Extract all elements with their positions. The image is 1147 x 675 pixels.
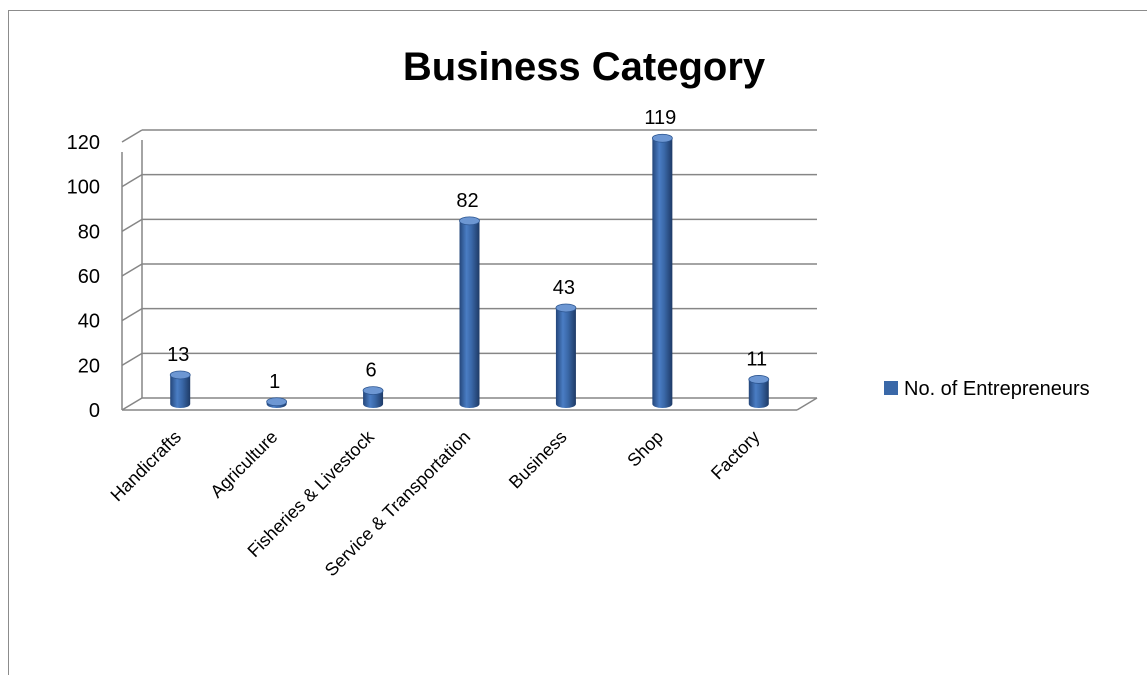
gridline-depth (121, 308, 143, 322)
legend-swatch (884, 381, 898, 395)
bar-top (555, 303, 577, 313)
bar-top (748, 375, 770, 384)
data-label: 82 (456, 190, 478, 212)
gridline-depth (121, 397, 143, 411)
data-label: 43 (553, 277, 575, 299)
legend-label: No. of Entrepreneurs (904, 378, 1090, 400)
data-label: 119 (644, 107, 676, 129)
gridline-depth (121, 129, 143, 143)
bar-body (459, 220, 480, 408)
y-tick-label: 120 (67, 132, 100, 154)
bar-body (555, 307, 576, 408)
bar-body (170, 374, 191, 408)
bar-top (266, 397, 288, 407)
bar (459, 216, 480, 408)
chart-frame (8, 10, 1147, 675)
x-tick-label: Business (505, 427, 571, 493)
bar-body (652, 138, 673, 408)
data-label: 6 (366, 360, 377, 382)
bar (748, 375, 770, 408)
x-tick-label: Agriculture (206, 427, 281, 502)
data-label: 13 (167, 344, 189, 366)
y-tick-label: 80 (78, 221, 100, 243)
gridline-depth (121, 352, 143, 366)
bar-top (651, 133, 673, 143)
y-tick-label: 40 (78, 311, 100, 333)
bar-body (748, 379, 769, 408)
y-tick-label: 100 (67, 177, 100, 199)
data-label: 1 (269, 371, 280, 393)
data-label: 11 (746, 348, 767, 370)
y-tick-label: 60 (78, 266, 100, 288)
gridline-depth (121, 174, 143, 188)
bar (266, 397, 288, 408)
x-tick-label: Shop (623, 427, 667, 471)
bar-top (362, 386, 384, 396)
x-tick-label: Factory (707, 427, 764, 484)
bar-body (363, 390, 384, 408)
chart-title: Business Category (403, 45, 766, 89)
legend: No. of Entrepreneurs (884, 378, 1090, 400)
x-tick-label: Handicrafts (107, 427, 186, 506)
bar (362, 386, 384, 408)
bar (555, 303, 577, 408)
bar-top (169, 370, 191, 380)
floor-right-edge (796, 397, 818, 411)
bar-layer (169, 133, 770, 408)
y-tick-label: 20 (78, 355, 100, 377)
bar (651, 133, 673, 408)
gridline-depth (121, 263, 143, 277)
gridline-depth (121, 218, 143, 232)
bar (169, 370, 191, 408)
y-tick-label: 0 (89, 400, 100, 422)
bar-top (459, 216, 480, 226)
